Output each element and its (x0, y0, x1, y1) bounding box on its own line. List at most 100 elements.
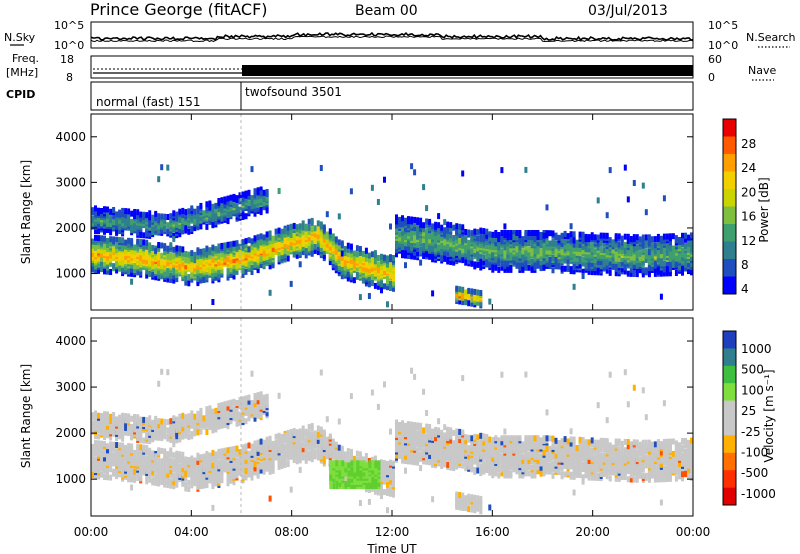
power-cell (280, 232, 284, 239)
power-cell (548, 263, 552, 270)
velocity-cell (166, 427, 170, 434)
velocity-cell (376, 489, 380, 496)
velocity-cell (100, 471, 103, 478)
power-cell (644, 267, 648, 274)
velocity-cell (283, 437, 287, 444)
power-cell (608, 167, 612, 174)
velocity-cell (217, 453, 221, 459)
velocity-cell (145, 478, 149, 485)
velocity-cell (253, 415, 257, 422)
power-cell (241, 253, 245, 260)
velocity-cell (94, 444, 97, 451)
velocity-cell (244, 474, 248, 481)
power-cell (358, 256, 362, 263)
velocity-cell (241, 473, 245, 480)
velocity-cell (172, 452, 176, 459)
power-cell (193, 251, 197, 258)
velocity-cell (199, 428, 203, 435)
power-colorbar-swatch (723, 206, 736, 225)
power-cell (533, 230, 537, 236)
power-cell (383, 254, 386, 261)
power-cell (214, 211, 218, 218)
power-cell (376, 255, 380, 261)
power-cell (506, 252, 510, 259)
velocity-cell (250, 400, 254, 406)
power-cell (407, 253, 410, 259)
power-cell (506, 260, 510, 267)
power-cell (268, 234, 272, 241)
velocity-cell (196, 479, 200, 486)
power-cell (410, 222, 414, 229)
power-cell (340, 273, 344, 280)
velocity-cell (380, 463, 383, 470)
power-cell (229, 245, 233, 252)
velocity-cell (253, 446, 257, 453)
power-cell (157, 217, 161, 224)
power-cell (340, 246, 344, 253)
power-cell (539, 232, 543, 238)
power-cell (316, 220, 320, 227)
power-cell (605, 212, 609, 219)
power-cell (154, 262, 158, 268)
power-cell (178, 245, 182, 252)
power-cell (196, 267, 200, 274)
power-colorbar-tick: 16 (741, 210, 756, 224)
velocity-cell (313, 449, 317, 456)
velocity-cell (340, 451, 344, 458)
velocity-cell (157, 418, 161, 425)
power-cell (602, 247, 606, 254)
power-cell (367, 275, 371, 282)
velocity-cell (277, 447, 281, 454)
power-cell (94, 251, 97, 258)
power-cell (545, 230, 549, 237)
power-cell (659, 256, 663, 263)
velocity-cell (175, 420, 179, 427)
velocity-cell (304, 437, 308, 444)
power-cell (560, 232, 564, 239)
power-cell (118, 265, 122, 272)
power-cell (479, 258, 483, 265)
power-cell (361, 255, 365, 261)
power-cell (358, 246, 362, 252)
power-cell (425, 222, 429, 229)
power-cell (184, 225, 188, 232)
velocity-cell (235, 408, 239, 415)
power-cell (127, 237, 131, 244)
velocity-cell (301, 429, 305, 436)
power-cell (217, 198, 221, 204)
power-cell (569, 266, 573, 273)
power-cell (217, 253, 221, 260)
velocity-cell (304, 447, 308, 454)
power-cell (334, 242, 338, 249)
power-cell (295, 224, 299, 231)
power-colorbar-swatch (723, 119, 736, 137)
power-cell (449, 248, 453, 255)
velocity-cell (127, 413, 131, 420)
power-cell (410, 163, 414, 170)
velocity-cell (256, 402, 260, 409)
power-cell (253, 206, 257, 213)
power-cell (641, 255, 645, 261)
power-cell (127, 268, 131, 275)
velocity-cell (184, 468, 188, 475)
velocity-cell (334, 452, 338, 458)
velocity-cell (307, 430, 311, 437)
velocity-cell (328, 433, 332, 440)
power-cell (136, 229, 140, 236)
velocity-cell (277, 392, 281, 399)
velocity-cell (389, 478, 392, 485)
velocity-cell (241, 414, 245, 421)
velocity-cell (148, 436, 152, 443)
power-cell (509, 230, 513, 236)
power-cell (136, 250, 140, 257)
power-cell (491, 266, 495, 273)
power-cell (440, 243, 444, 250)
power-cell (202, 258, 206, 265)
power-cell (241, 249, 245, 256)
power-cell (644, 234, 648, 241)
power-colorbar-tick: 20 (741, 185, 756, 199)
velocity-cell (259, 467, 263, 474)
power-cell (551, 238, 555, 245)
power-cell (157, 176, 161, 183)
